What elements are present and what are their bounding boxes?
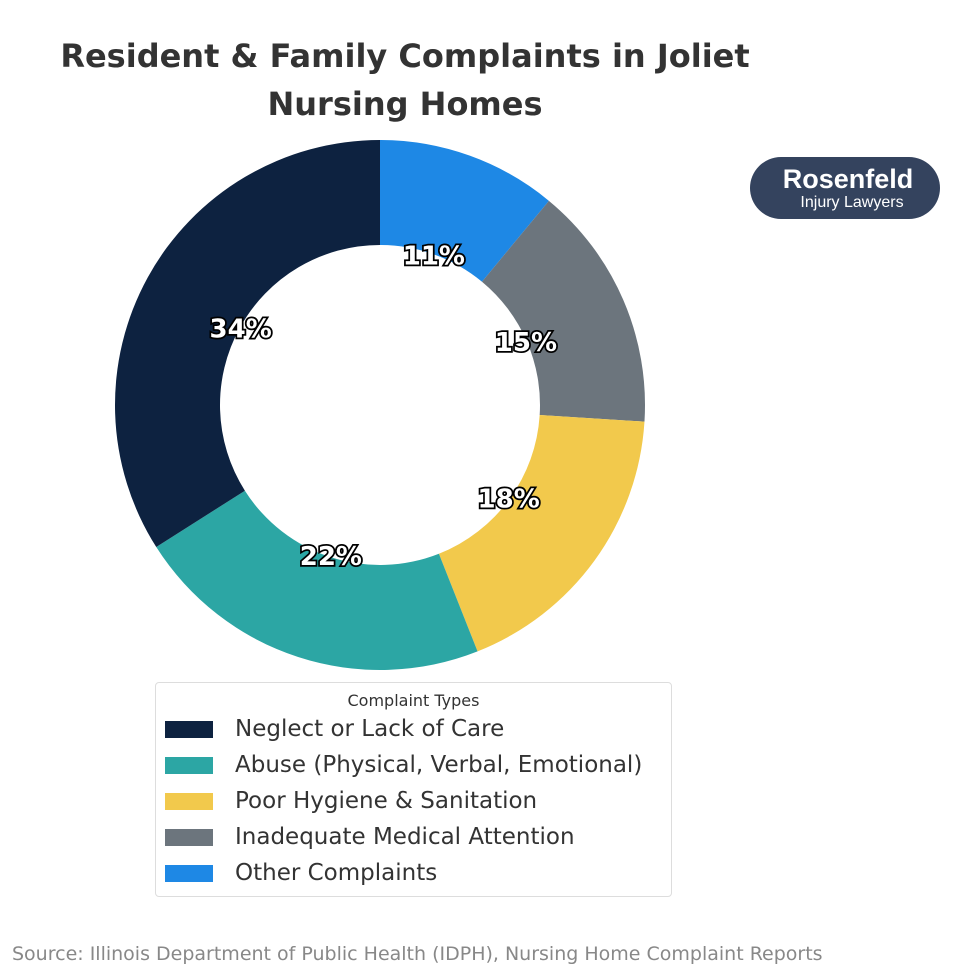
legend-swatch <box>165 756 213 774</box>
slice-other-complaints <box>380 140 549 282</box>
logo-line1: Rosenfeld <box>782 164 914 194</box>
legend-item: Other Complaints <box>156 855 671 891</box>
legend-swatch <box>165 720 213 738</box>
logo-line2: Injury Lawyers <box>800 194 904 211</box>
rosenfeld-logo: Rosenfeld Injury Lawyers <box>750 157 940 219</box>
slice-neglect-or-lack-of-care <box>115 140 381 547</box>
legend-label: Inadequate Medical Attention <box>235 824 575 850</box>
slice-poor-hygiene-sanitation <box>438 415 645 652</box>
legend-item: Poor Hygiene & Sanitation <box>156 783 671 819</box>
chart-title: Resident & Family Complaints in Joliet N… <box>60 37 750 123</box>
legend-title: Complaint Types <box>347 691 480 710</box>
legend-label: Abuse (Physical, Verbal, Emotional) <box>235 752 643 778</box>
legend-label: Neglect or Lack of Care <box>235 716 505 742</box>
slice-inadequate-medical-attention <box>481 200 645 422</box>
legend-label: Other Complaints <box>235 860 438 886</box>
legend-item: Neglect or Lack of Care <box>156 711 671 747</box>
slice-percent-label: 34% <box>210 314 272 344</box>
slice-percent-label: 15% <box>495 328 557 358</box>
legend-swatch <box>165 864 213 882</box>
slice-percent-label: 18% <box>478 484 540 514</box>
slice-percent-label: 11% <box>403 241 465 271</box>
legend-swatch <box>165 792 213 810</box>
legend: Complaint Types Neglect or Lack of Care A… <box>155 682 672 897</box>
legend-swatch <box>165 828 213 846</box>
source-note: Source: Illinois Department of Public He… <box>12 943 823 965</box>
legend-item: Inadequate Medical Attention <box>156 819 671 855</box>
slice-abuse-physical-verbal-emotional <box>156 490 478 670</box>
slice-percent-label: 22% <box>300 542 362 572</box>
legend-label: Poor Hygiene & Sanitation <box>235 788 538 814</box>
legend-item: Abuse (Physical, Verbal, Emotional) <box>156 747 671 783</box>
